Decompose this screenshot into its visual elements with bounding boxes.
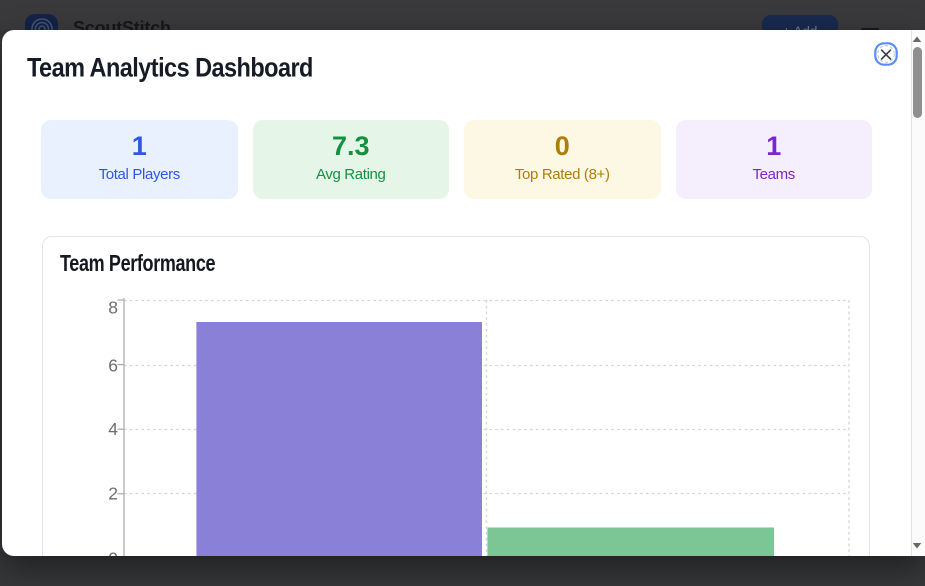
- svg-text:4: 4: [108, 419, 118, 439]
- svg-text:2: 2: [108, 483, 118, 503]
- svg-text:8: 8: [108, 298, 118, 318]
- svg-text:0: 0: [108, 549, 118, 557]
- svg-text:6: 6: [108, 355, 118, 375]
